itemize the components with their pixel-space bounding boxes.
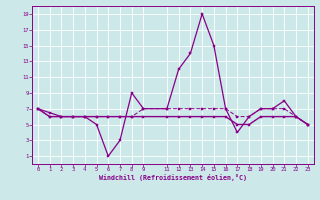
X-axis label: Windchill (Refroidissement éolien,°C): Windchill (Refroidissement éolien,°C) — [99, 174, 247, 181]
